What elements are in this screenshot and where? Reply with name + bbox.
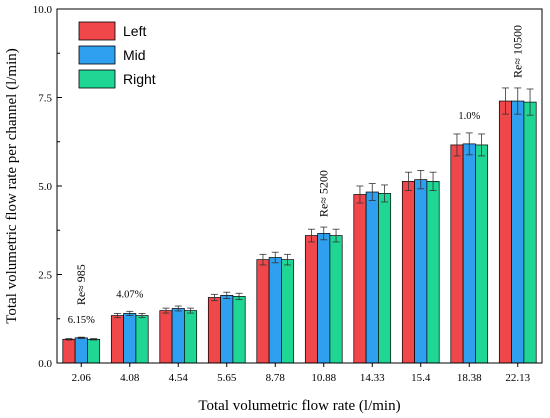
errorbar-right-1 — [138, 313, 146, 319]
legend-label-left: Left — [123, 23, 146, 39]
x-tick-label-2: 4.54 — [169, 372, 189, 384]
errorbar-right-6 — [381, 184, 389, 203]
errorbar-mid-7 — [417, 170, 425, 190]
annotation-pct-4: 1.0% — [458, 111, 480, 122]
bar-mid-5 — [317, 233, 331, 364]
annotation-re-3: Re≈ 5200 — [317, 170, 331, 217]
errorbar-mid-5 — [320, 226, 328, 241]
y-axis-title: Total volumetric flow rate per channel (… — [4, 48, 20, 324]
bar-left-2 — [159, 310, 173, 364]
x-tick-label-0: 2.06 — [72, 372, 92, 384]
bar-mid-8 — [462, 143, 476, 364]
bars-layer — [62, 100, 537, 364]
y-tick-label-2: 5.0 — [38, 181, 52, 193]
errorbar-mid-6 — [368, 183, 376, 201]
annotation-pct-0: 6.15% — [68, 315, 95, 326]
bar-right-6 — [378, 193, 392, 364]
bar-right-1 — [135, 315, 149, 364]
x-tick-label-7: 15.4 — [411, 372, 431, 384]
x-tick-label-4: 8.78 — [266, 372, 286, 384]
errorbars-layer — [65, 87, 534, 341]
bar-left-7 — [401, 181, 415, 364]
legend-swatch-left — [78, 21, 116, 41]
errorbar-mid-3 — [223, 291, 231, 299]
bar-left-8 — [450, 144, 464, 364]
bar-left-6 — [353, 194, 367, 364]
y-tick-label-0: 0.0 — [38, 358, 52, 370]
errorbar-left-3 — [210, 293, 218, 302]
errorbar-left-4 — [259, 253, 267, 266]
errorbar-right-0 — [90, 338, 98, 341]
errorbar-right-5 — [332, 228, 340, 243]
bar-left-9 — [498, 100, 512, 364]
annotation-pct-2: 4.07% — [116, 289, 143, 300]
y-axis: 0.0 2.5 5.0 7.5 10.0 — [33, 4, 62, 370]
errorbar-left-7 — [404, 171, 412, 192]
bar-mid-4 — [268, 257, 282, 364]
x-tick-label-9: 22.13 — [505, 372, 530, 384]
bar-right-9 — [523, 101, 537, 364]
errorbar-left-0 — [65, 338, 73, 341]
bar-right-4 — [281, 259, 295, 364]
errorbar-left-9 — [501, 87, 509, 115]
annotation-re-1: Re≈ 985 — [74, 264, 88, 305]
errorbar-right-2 — [187, 307, 195, 314]
bar-right-0 — [87, 338, 101, 364]
bar-right-8 — [475, 144, 489, 364]
bar-mid-3 — [220, 295, 234, 364]
legend-swatch-mid — [78, 45, 116, 65]
annotation-re-5: Re≈ 10500 — [511, 25, 525, 78]
errorbar-mid-9 — [514, 87, 522, 115]
errorbar-right-3 — [235, 292, 243, 301]
x-tick-label-6: 14.33 — [360, 372, 385, 384]
x-tick-label-8: 18.38 — [457, 372, 482, 384]
errorbar-right-9 — [526, 88, 534, 116]
errorbar-right-4 — [284, 253, 292, 266]
errorbar-left-5 — [307, 228, 315, 243]
bar-mid-1 — [123, 313, 137, 364]
bar-right-3 — [232, 296, 246, 364]
bar-left-5 — [304, 235, 318, 364]
bar-right-7 — [426, 181, 440, 364]
errorbar-mid-2 — [174, 305, 182, 312]
bar-right-2 — [184, 310, 198, 364]
bar-left-4 — [256, 259, 270, 364]
x-tick-label-1: 4.08 — [120, 372, 140, 384]
legend-swatch-right — [78, 69, 116, 89]
errorbar-mid-8 — [465, 132, 473, 156]
bar-mid-9 — [511, 100, 525, 364]
x-axis-title: Total volumetric flow rate (l/min) — [198, 398, 400, 414]
bar-mid-0 — [74, 337, 88, 364]
bar-mid-7 — [414, 179, 428, 364]
bar-left-3 — [207, 297, 221, 364]
x-axis: 2.06 4.08 4.54 5.65 8.78 10.88 14.33 15.4 18.38 2… — [72, 363, 531, 384]
y-tick-label-1: 2.5 — [38, 270, 52, 282]
annotations: 6.15% Re≈ 985 4.07% Re≈ 5200 1.0% Re≈ 10500 — [68, 25, 525, 326]
bar-left-1 — [110, 315, 124, 364]
errorbar-mid-1 — [126, 310, 134, 316]
errorbar-right-8 — [478, 133, 486, 157]
y-tick-label-3: 7.5 — [38, 93, 52, 105]
x-tick-label-5: 10.88 — [311, 372, 336, 384]
legend: Left Mid Right — [78, 21, 156, 89]
x-tick-label-3: 5.65 — [217, 372, 237, 384]
bar-mid-6 — [365, 191, 379, 364]
errorbar-mid-4 — [271, 251, 279, 264]
bar-mid-2 — [171, 308, 185, 364]
bar-right-5 — [329, 235, 343, 364]
errorbar-left-1 — [113, 313, 121, 319]
errorbar-left-8 — [453, 133, 461, 157]
errorbar-left-2 — [162, 307, 170, 314]
bar-left-0 — [62, 338, 76, 364]
y-tick-label-4: 10.0 — [33, 4, 53, 16]
errorbar-mid-0 — [77, 336, 85, 339]
errorbar-left-6 — [356, 185, 364, 204]
legend-label-mid: Mid — [123, 47, 146, 63]
legend-label-right: Right — [123, 71, 156, 87]
errorbar-right-7 — [429, 171, 437, 192]
